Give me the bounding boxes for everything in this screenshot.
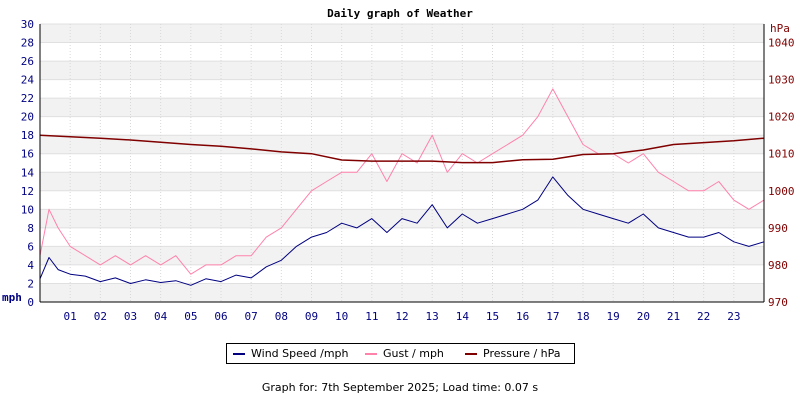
left-tick-label: 14 bbox=[21, 166, 35, 179]
x-tick-label: 04 bbox=[154, 310, 168, 323]
x-tick-label: 13 bbox=[426, 310, 439, 323]
legend-item-pressure: Pressure / hPa bbox=[465, 347, 561, 360]
x-tick-label: 03 bbox=[124, 310, 137, 323]
x-tick-label: 08 bbox=[275, 310, 288, 323]
grid-band bbox=[40, 98, 764, 117]
right-axis-unit: hPa bbox=[770, 22, 790, 35]
right-tick-label: 1000 bbox=[768, 185, 795, 198]
x-tick-label: 11 bbox=[365, 310, 378, 323]
x-tick-label: 20 bbox=[637, 310, 650, 323]
series-line-pressure bbox=[39, 134, 765, 164]
left-tick-label: 2 bbox=[27, 277, 34, 290]
left-tick-label: 28 bbox=[21, 37, 34, 50]
grid-band bbox=[40, 283, 764, 302]
x-tick-label: 06 bbox=[214, 310, 227, 323]
legend-swatch-wind bbox=[233, 353, 245, 355]
series-line-wind-speed bbox=[39, 176, 765, 286]
chart-title: Daily graph of Weather bbox=[327, 7, 473, 20]
right-tick-label: 980 bbox=[768, 259, 788, 272]
footer-status: Graph for: 7th September 2025; Load time… bbox=[261, 381, 539, 394]
left-tick-label: 20 bbox=[21, 111, 34, 124]
right-tick-label: 1040 bbox=[768, 37, 795, 50]
legend-swatch-gust bbox=[365, 353, 377, 355]
right-tick-label: 1010 bbox=[768, 148, 795, 161]
left-tick-label: 6 bbox=[27, 240, 34, 253]
x-tick-label: 14 bbox=[456, 310, 470, 323]
grid-band bbox=[40, 79, 764, 99]
series-lines bbox=[39, 88, 765, 286]
x-tick-label: 15 bbox=[486, 310, 499, 323]
x-tick-label: 12 bbox=[395, 310, 408, 323]
left-tick-label: 12 bbox=[21, 185, 34, 198]
left-axis-unit: mph bbox=[2, 291, 22, 304]
x-tick-label: 21 bbox=[667, 310, 680, 323]
x-tick-label: 23 bbox=[727, 310, 740, 323]
left-tick-label: 10 bbox=[21, 203, 34, 216]
legend-item-wind: Wind Speed /mph bbox=[233, 347, 349, 360]
left-tick-label: 4 bbox=[27, 259, 34, 272]
legend-label-wind: Wind Speed /mph bbox=[251, 347, 349, 360]
legend-label-gust: Gust / mph bbox=[383, 347, 444, 360]
right-tick-label: 990 bbox=[768, 222, 788, 235]
right-tick-label: 1030 bbox=[768, 74, 795, 87]
series-line-gust bbox=[39, 88, 765, 275]
grid-band bbox=[40, 190, 764, 210]
x-tick-label: 05 bbox=[184, 310, 197, 323]
x-tick-label: 22 bbox=[697, 310, 710, 323]
legend-swatch-pressure bbox=[465, 353, 477, 355]
grid-band bbox=[40, 116, 764, 136]
tick-labels: 0246810121416182022242628309709809901000… bbox=[2, 18, 795, 323]
x-tick-label: 16 bbox=[516, 310, 529, 323]
legend: Wind Speed /mph Gust / mph Pressure / hP… bbox=[226, 343, 575, 364]
left-tick-label: 8 bbox=[27, 222, 34, 235]
left-tick-label: 30 bbox=[21, 18, 34, 31]
legend-label-pressure: Pressure / hPa bbox=[483, 347, 561, 360]
left-tick-label: 18 bbox=[21, 129, 34, 142]
left-tick-label: 24 bbox=[21, 74, 35, 87]
x-tick-label: 02 bbox=[94, 310, 107, 323]
x-tick-label: 09 bbox=[305, 310, 318, 323]
legend-item-gust: Gust / mph bbox=[365, 347, 444, 360]
left-tick-label: 26 bbox=[21, 55, 34, 68]
x-tick-label: 07 bbox=[245, 310, 258, 323]
x-tick-label: 17 bbox=[546, 310, 559, 323]
x-tick-label: 19 bbox=[607, 310, 620, 323]
right-tick-label: 970 bbox=[768, 296, 788, 309]
axes bbox=[39, 24, 765, 303]
grid-band bbox=[40, 172, 764, 191]
x-tick-label: 10 bbox=[335, 310, 348, 323]
left-tick-label: 22 bbox=[21, 92, 34, 105]
grid-band bbox=[40, 61, 764, 80]
left-tick-label: 0 bbox=[27, 296, 34, 309]
right-tick-label: 1020 bbox=[768, 111, 795, 124]
x-tick-label: 01 bbox=[64, 310, 77, 323]
grid-band bbox=[40, 264, 764, 284]
x-tick-label: 18 bbox=[576, 310, 589, 323]
left-tick-label: 16 bbox=[21, 148, 34, 161]
